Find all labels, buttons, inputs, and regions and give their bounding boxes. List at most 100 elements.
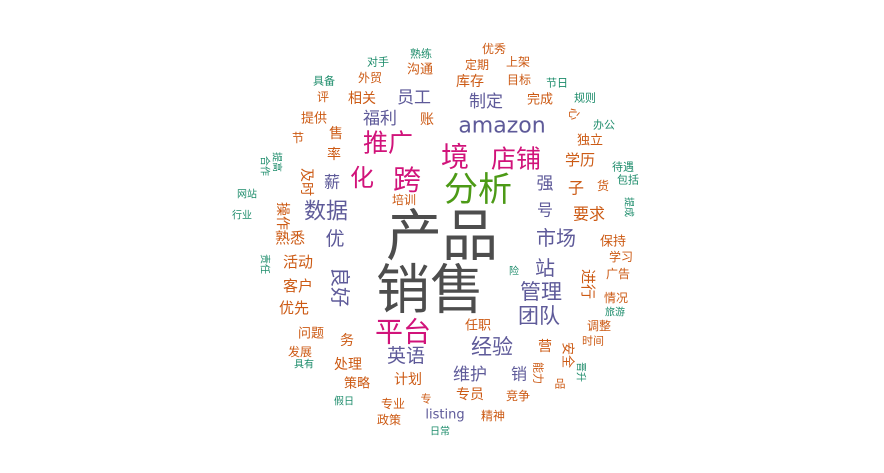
word-67: 广告 — [606, 267, 630, 281]
word-19: 优 — [325, 228, 344, 250]
word-83: 节日 — [546, 77, 568, 90]
word-16: 站 — [535, 256, 555, 280]
word-27: 要求 — [573, 205, 605, 224]
word-29: 学历 — [565, 151, 595, 169]
word-84: 规则 — [574, 91, 596, 105]
word-80: 熟练 — [410, 47, 432, 61]
word-61: 调整 — [587, 318, 611, 333]
word-47: 问题 — [298, 327, 324, 342]
word-71: 政策 — [377, 413, 401, 427]
word-26: 销 — [511, 365, 527, 384]
word-3: 跨 — [393, 164, 421, 197]
word-34: 优先 — [279, 299, 309, 317]
word-78: 专 — [421, 392, 432, 406]
word-95: 旅游 — [605, 306, 625, 319]
word-1: 销售 — [376, 259, 484, 322]
word-9: amazon — [458, 114, 545, 139]
word-73: 节 — [292, 131, 304, 145]
word-58: 培训 — [392, 192, 416, 207]
word-93: 责任 — [259, 254, 272, 274]
word-8: 化 — [350, 164, 374, 192]
word-36: 及时 — [298, 168, 314, 196]
word-50: 完成 — [527, 93, 553, 108]
word-98: 假日 — [334, 395, 354, 408]
word-52: 提供 — [301, 111, 327, 127]
word-28: 子 — [568, 179, 584, 198]
word-68: 学习 — [609, 249, 633, 264]
word-60: 专业 — [381, 396, 405, 411]
word-96: 具有 — [294, 358, 314, 371]
word-87: 包括 — [617, 173, 639, 187]
word-92: 行业 — [232, 209, 252, 222]
word-74: 评 — [317, 90, 329, 104]
word-4: 境 — [441, 141, 469, 174]
word-75: 心 — [567, 108, 581, 120]
word-86: 待遇 — [612, 160, 634, 174]
word-89: 合作 — [259, 156, 272, 176]
word-77: 品 — [555, 378, 566, 391]
word-88: 提成 — [623, 197, 635, 217]
word-56: listing — [425, 408, 464, 423]
word-99: 日常 — [430, 425, 450, 438]
word-59: 竞争 — [506, 389, 530, 403]
word-79: 能力 — [532, 362, 546, 384]
word-23: 薪 — [324, 173, 340, 192]
word-69: 发展 — [288, 344, 312, 359]
word-65: 上架 — [506, 55, 530, 69]
word-64: 目标 — [507, 73, 531, 87]
word-54: 独立 — [577, 134, 603, 149]
word-15: 良好 — [328, 267, 352, 307]
word-49: 安全 — [560, 342, 576, 368]
word-35: 操作 — [274, 202, 290, 230]
word-6: 店铺 — [491, 145, 541, 174]
word-57: 外贸 — [358, 71, 382, 85]
word-0: 产品 — [386, 205, 498, 270]
word-82: 具备 — [313, 74, 335, 88]
word-42: 专员 — [456, 387, 484, 403]
word-97: 晋升 — [575, 362, 587, 382]
word-13: 团队 — [518, 304, 560, 328]
word-22: 制定 — [469, 92, 503, 112]
word-24: 强 — [537, 174, 554, 194]
word-70: 精神 — [481, 409, 505, 423]
word-51: 沟通 — [407, 63, 433, 78]
word-41: 计划 — [394, 372, 422, 388]
word-25: 号 — [537, 201, 553, 220]
word-33: 客户 — [283, 277, 313, 295]
word-53: 保持 — [600, 235, 626, 250]
word-66: 优秀 — [482, 42, 506, 56]
word-43: 营 — [538, 339, 552, 355]
word-5: 平台 — [375, 316, 431, 349]
word-55: 任职 — [465, 319, 491, 334]
word-12: 管理 — [520, 280, 562, 304]
word-38: 售 — [329, 126, 343, 142]
word-40: 处理 — [334, 357, 362, 373]
word-2: 分析 — [444, 170, 512, 210]
word-30: 进行 — [579, 269, 597, 299]
word-32: 熟悉 — [275, 229, 305, 247]
word-17: 英语 — [387, 345, 425, 367]
word-14: 市场 — [536, 226, 576, 250]
word-85: 办公 — [593, 119, 615, 132]
word-62: 情况 — [604, 291, 628, 305]
word-7: 推广 — [363, 129, 413, 158]
word-37: 率 — [327, 146, 341, 163]
word-11: 经验 — [471, 335, 513, 359]
word-63: 定期 — [465, 57, 489, 72]
word-44: 库存 — [456, 74, 484, 90]
word-76: 时间 — [582, 335, 604, 348]
word-94: 险 — [509, 265, 519, 278]
word-91: 网站 — [237, 188, 257, 201]
word-90: 提高 — [271, 152, 284, 172]
word-18: 维护 — [453, 365, 487, 385]
word-48: 策略 — [344, 376, 370, 392]
word-31: 活动 — [283, 253, 313, 271]
word-39: 务 — [340, 333, 354, 349]
word-10: 数据 — [304, 200, 348, 225]
word-81: 对手 — [367, 55, 389, 69]
word-21: 员工 — [397, 88, 431, 108]
word-46: 账 — [420, 112, 434, 128]
word-20: 福利 — [363, 109, 397, 129]
